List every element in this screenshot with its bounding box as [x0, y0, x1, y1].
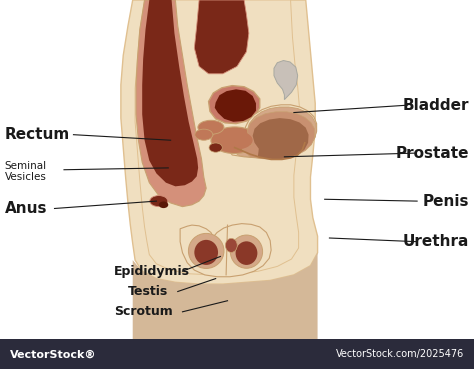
Ellipse shape	[188, 234, 224, 269]
Polygon shape	[136, 0, 206, 207]
Ellipse shape	[236, 241, 257, 265]
Polygon shape	[274, 61, 298, 100]
Bar	[0, 339, 474, 369]
Text: VectorStock.com/2025476: VectorStock.com/2025476	[336, 349, 465, 359]
Ellipse shape	[198, 120, 224, 134]
Ellipse shape	[225, 238, 237, 252]
Ellipse shape	[150, 196, 168, 207]
Polygon shape	[180, 224, 271, 277]
Polygon shape	[194, 0, 249, 74]
Text: Rectum: Rectum	[5, 127, 70, 142]
Polygon shape	[133, 253, 318, 369]
Ellipse shape	[217, 131, 253, 150]
Ellipse shape	[159, 201, 168, 208]
Polygon shape	[121, 0, 318, 284]
Ellipse shape	[230, 235, 263, 268]
Ellipse shape	[209, 143, 222, 152]
Text: Anus: Anus	[5, 201, 47, 216]
Text: Penis: Penis	[423, 194, 469, 208]
Polygon shape	[232, 107, 317, 158]
Polygon shape	[241, 112, 315, 159]
Ellipse shape	[195, 129, 213, 140]
Polygon shape	[135, 0, 300, 275]
Polygon shape	[215, 89, 256, 122]
Polygon shape	[209, 86, 260, 124]
Text: Scrotum: Scrotum	[114, 305, 173, 318]
Text: Bladder: Bladder	[403, 98, 469, 113]
Text: VectorStock®: VectorStock®	[9, 349, 96, 359]
Text: Testis: Testis	[128, 285, 168, 298]
Ellipse shape	[194, 240, 218, 265]
Ellipse shape	[211, 127, 258, 154]
Polygon shape	[230, 105, 317, 158]
Text: Urethra: Urethra	[403, 234, 469, 249]
Polygon shape	[253, 118, 309, 159]
Text: Seminal
Vesicles: Seminal Vesicles	[5, 161, 47, 182]
Text: Epididymis: Epididymis	[114, 265, 190, 278]
Polygon shape	[142, 0, 198, 186]
Text: Prostate: Prostate	[396, 146, 469, 161]
